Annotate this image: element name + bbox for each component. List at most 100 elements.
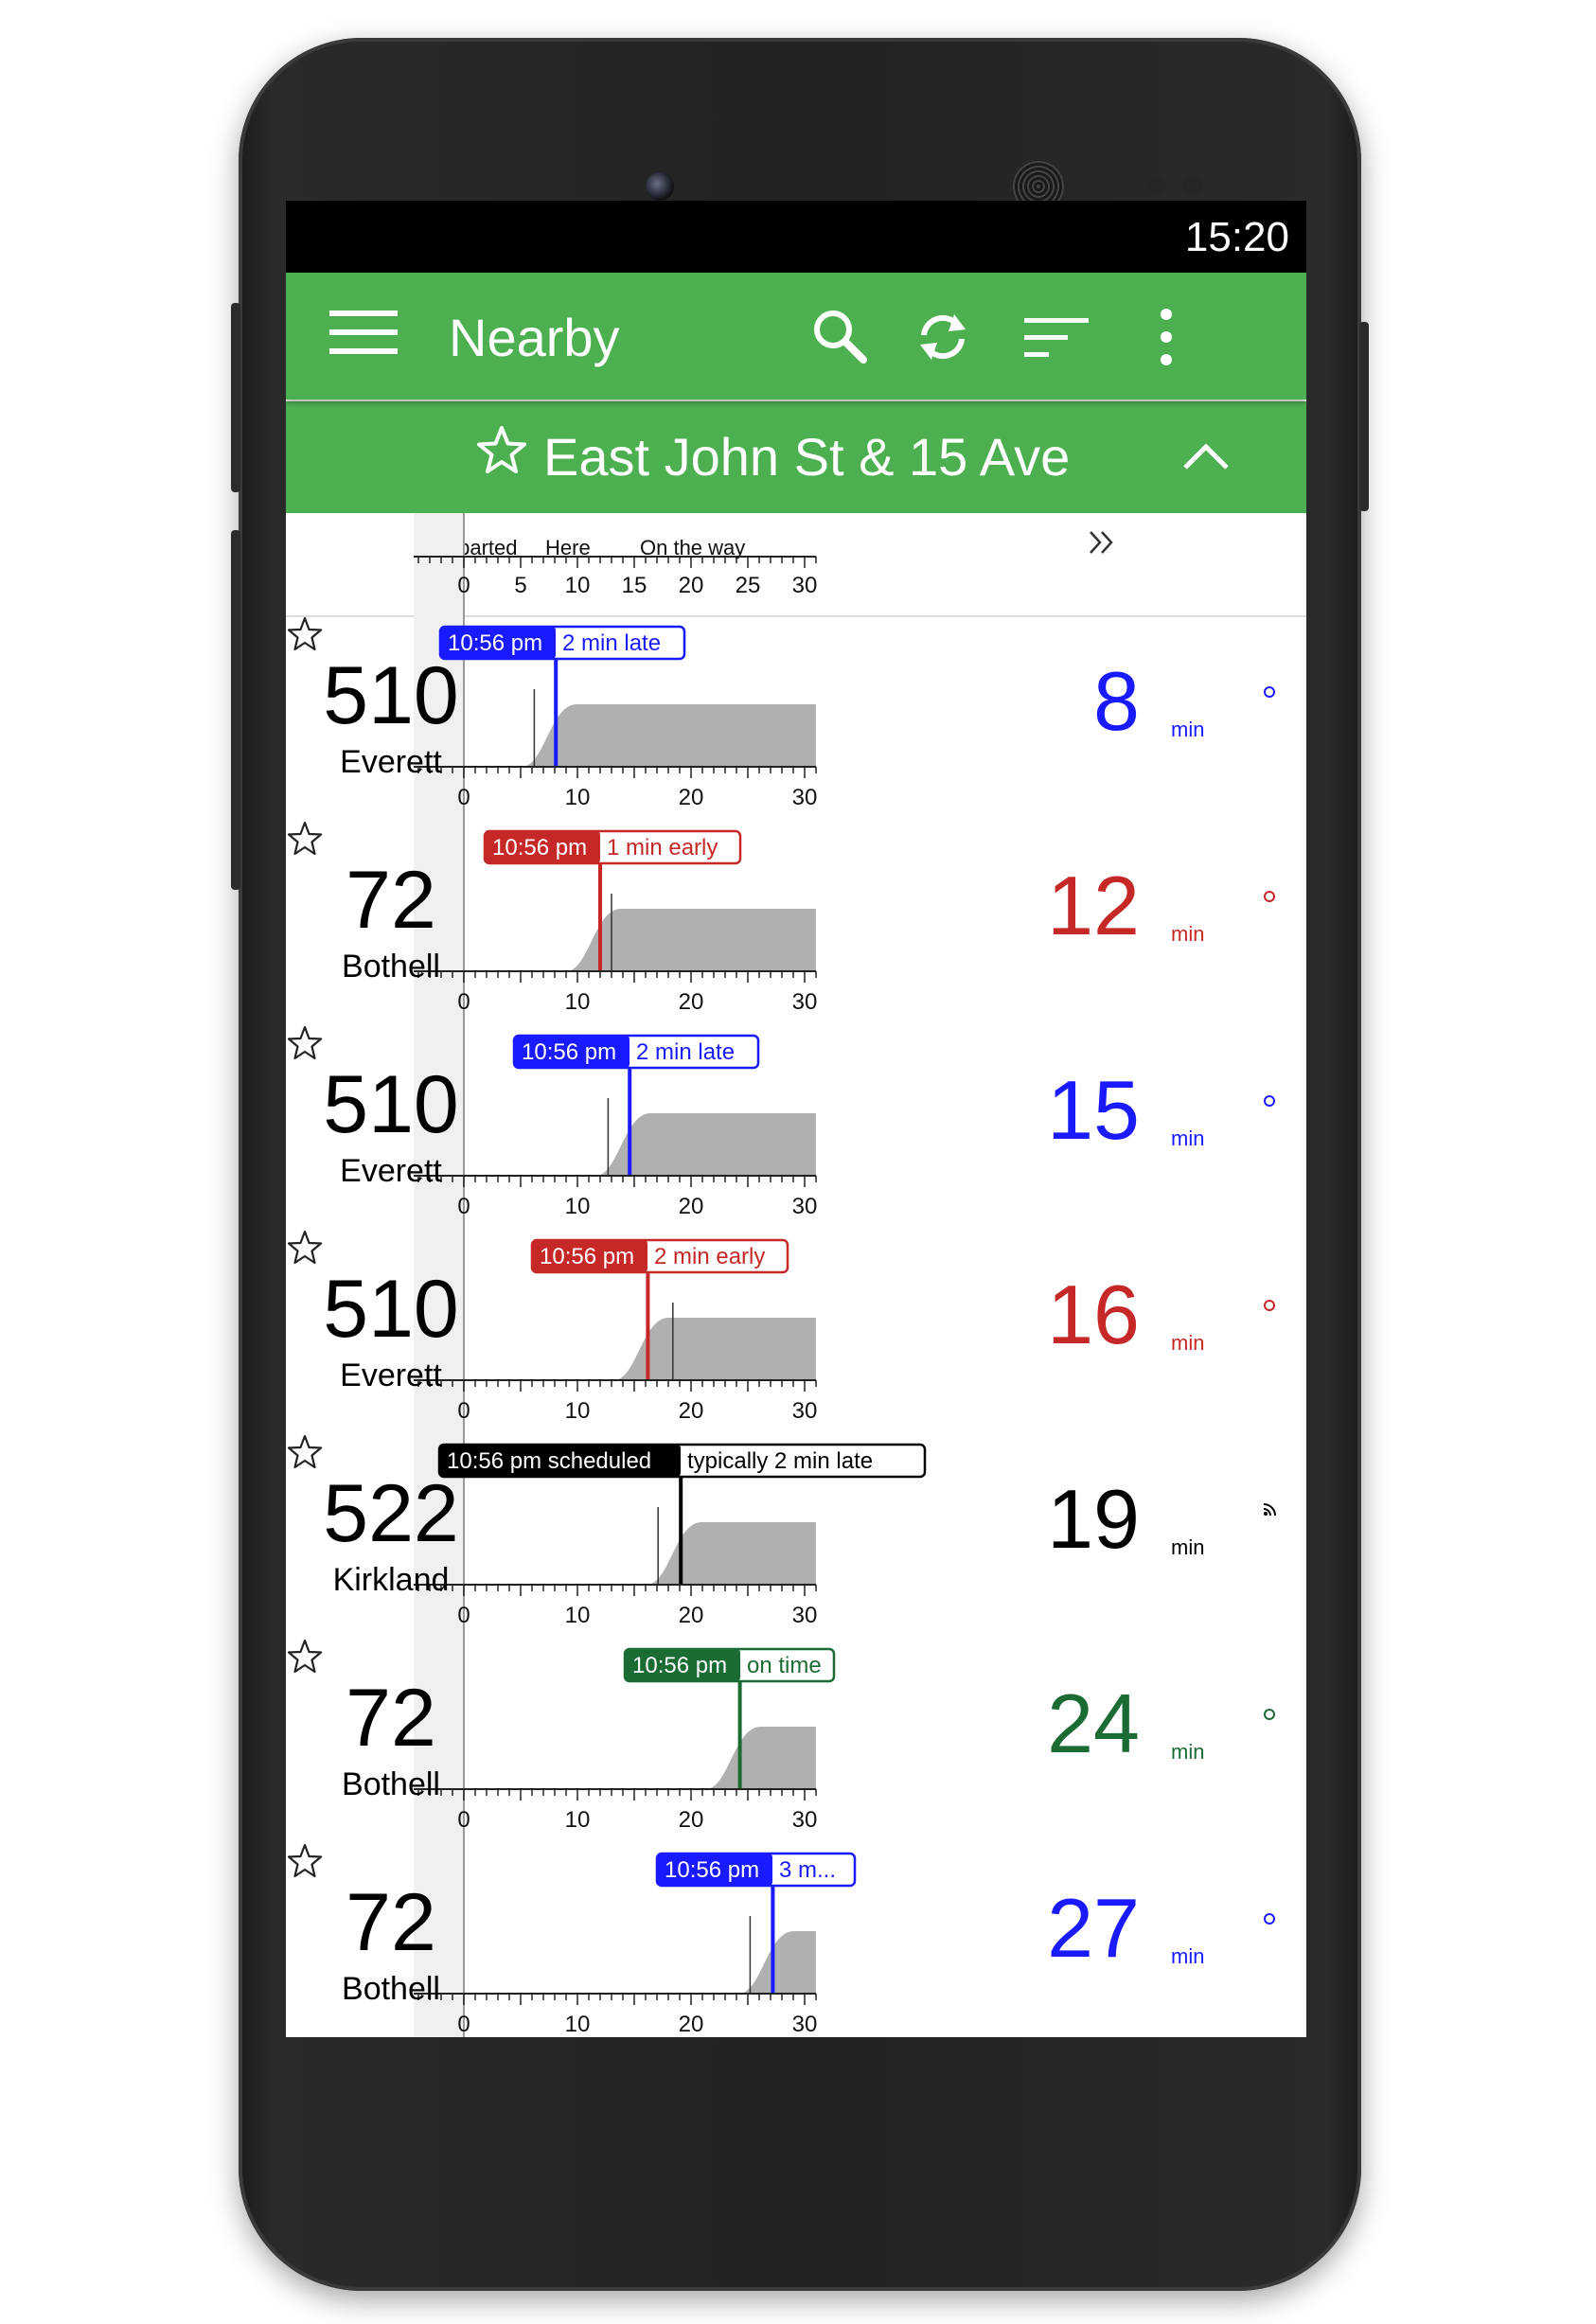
route-destination: Bothell xyxy=(342,1766,440,1802)
arrival-timeline: 0 10 20 30 10:56 pm 3 m... xyxy=(414,1842,857,2037)
side-button-right xyxy=(1359,322,1369,511)
arrival-row[interactable]: 0 10 20 30 10:56 pm 3 m... 72 Bothell 27 min xyxy=(286,1842,1306,2037)
route-destination: Everett xyxy=(340,1357,442,1393)
arrival-probability-band xyxy=(705,1727,816,1789)
volume-button xyxy=(231,530,240,890)
eta-unit: min xyxy=(1171,1944,1205,1968)
tag-status-text: 3 m... xyxy=(779,1857,836,1883)
tag-status-text: 1 min early xyxy=(607,835,718,860)
light-sensor xyxy=(1183,176,1202,195)
axis-tick-label: 0 xyxy=(457,1603,470,1628)
arrival-tag: 10:56 pm 2 min late xyxy=(512,1034,760,1070)
favorite-star-icon[interactable] xyxy=(286,1433,324,1471)
axis-tick-label: 10 xyxy=(565,2012,591,2037)
eta-display: 24 xyxy=(1024,1676,1140,1772)
eta-minutes: 8 xyxy=(1093,654,1140,748)
double-chevron-right-icon[interactable] xyxy=(1085,526,1119,559)
eta-display: 12 xyxy=(1024,858,1140,954)
favorite-star-icon[interactable] xyxy=(286,1024,324,1062)
departed-zone xyxy=(414,820,464,1024)
stop-name: East John St & 15 Ave xyxy=(543,427,1071,487)
eta-display: 16 xyxy=(1024,1267,1140,1363)
menu-icon[interactable] xyxy=(329,310,398,358)
eta-display: 27 xyxy=(1024,1880,1140,1977)
realtime-circle-icon xyxy=(1264,686,1275,698)
axis-tick-label: 10 xyxy=(565,1398,591,1424)
arrival-row[interactable]: 0 10 20 30 10:56 pm 2 min early 510 Everett 16 mi… xyxy=(286,1229,1306,1433)
proximity-sensor xyxy=(1147,176,1166,195)
departed-zone xyxy=(414,1842,464,2037)
axis-tick-label: 10 xyxy=(565,1603,591,1628)
favorite-star-icon[interactable] xyxy=(286,820,324,858)
eta-minutes: 19 xyxy=(1047,1472,1140,1566)
tag-time-text: 10:56 pm scheduled xyxy=(447,1448,651,1474)
arrival-tag: 10:56 pm 2 min early xyxy=(530,1238,789,1274)
eta-unit: min xyxy=(1171,718,1205,741)
axis-tick-label: 0 xyxy=(457,573,470,598)
axis-tick-label: 30 xyxy=(792,785,818,810)
arrival-row[interactable]: 0 10 20 30 10:56 pm 2 min late 510 Everett 15 min xyxy=(286,1024,1306,1229)
arrival-timeline: 0 10 20 30 10:56 pm 2 min late xyxy=(414,615,818,820)
stop-header[interactable]: East John St & 15 Ave xyxy=(286,401,1306,513)
arrival-row[interactable]: 0 10 20 30 10:56 pm 2 min late 510 Everett 8 min xyxy=(286,615,1306,820)
more-vert-icon[interactable] xyxy=(1130,301,1202,373)
page-title: Nearby xyxy=(449,308,620,367)
favorite-star-icon[interactable] xyxy=(286,615,324,653)
departed-zone xyxy=(414,1638,464,1842)
front-camera xyxy=(646,172,674,201)
arrival-row[interactable]: 0 10 20 30 10:56 pm on time 72 Bothell 24 min xyxy=(286,1638,1306,1842)
eta-unit: min xyxy=(1171,1331,1205,1355)
axis-tick-label: 30 xyxy=(792,573,818,598)
eta-minutes: 12 xyxy=(1047,859,1140,952)
eta-unit: min xyxy=(1171,922,1205,946)
realtime-circle-icon xyxy=(1264,1913,1275,1925)
axis-tick-label: 30 xyxy=(792,1603,818,1628)
axis-tick-label: 5 xyxy=(514,573,526,598)
favorite-star-icon[interactable] xyxy=(286,1229,324,1267)
axis-tick-label: 0 xyxy=(457,2012,470,2037)
axis-tick-label: 30 xyxy=(792,1807,818,1833)
axis-tick-label: 25 xyxy=(736,573,761,598)
axis-tick-label: 0 xyxy=(457,989,470,1015)
eta-display: 15 xyxy=(1024,1062,1140,1159)
axis-tick-label: 10 xyxy=(565,1194,591,1219)
arrival-probability-band xyxy=(595,1113,816,1176)
eta-minutes: 24 xyxy=(1047,1676,1140,1770)
departed-zone xyxy=(414,1024,464,1229)
header-time-axis: 0 5 10 15 20 25 30 xyxy=(414,513,818,615)
eta-unit: min xyxy=(1171,1740,1205,1764)
eta-unit: min xyxy=(1171,1127,1205,1150)
axis-tick-label: 20 xyxy=(679,1807,704,1833)
realtime-circle-icon xyxy=(1264,1300,1275,1311)
tag-status-text: typically 2 min late xyxy=(687,1448,873,1474)
tag-status-text: 2 min late xyxy=(636,1039,735,1065)
route-number: 522 xyxy=(323,1468,459,1559)
arrival-row[interactable]: 0 10 20 30 10:56 pm 1 min early 72 Bothell 12 min xyxy=(286,820,1306,1024)
axis-tick-label: 20 xyxy=(679,2012,704,2037)
departed-zone xyxy=(414,513,464,615)
arrival-tag: 10:56 pm 3 m... xyxy=(655,1852,857,1888)
axis-tick-label: 10 xyxy=(565,1807,591,1833)
arrival-timeline: 0 10 20 30 10:56 pm 1 min early xyxy=(414,820,817,1024)
route-number: 72 xyxy=(346,1673,436,1764)
route-number: 510 xyxy=(323,650,459,741)
eta-display: 8 xyxy=(1024,653,1140,750)
arrival-probability-band xyxy=(647,1522,816,1585)
search-icon[interactable] xyxy=(805,301,877,373)
status-bar: 15:20 xyxy=(286,201,1306,273)
axis-tick-label: 20 xyxy=(679,1398,704,1424)
screen: 15:20 Nearby East John St & 15 A xyxy=(286,201,1306,2037)
favorite-star-icon[interactable] xyxy=(286,1842,324,1880)
arrival-timeline: 0 10 20 30 10:56 pm 2 min early xyxy=(414,1229,817,1433)
realtime-circle-icon xyxy=(1264,1709,1275,1720)
schedule-signal-icon xyxy=(1263,1503,1276,1517)
refresh-icon[interactable] xyxy=(907,301,979,373)
star-outline-icon[interactable] xyxy=(475,424,528,477)
eta-minutes: 27 xyxy=(1047,1881,1140,1975)
arrival-row[interactable]: 0 10 20 30 10:56 pm scheduled typically 2 min… xyxy=(286,1433,1306,1638)
favorite-star-icon[interactable] xyxy=(286,1638,324,1676)
sort-icon[interactable] xyxy=(1020,301,1092,373)
axis-tick-label: 10 xyxy=(565,573,591,598)
chevron-up-icon[interactable] xyxy=(1176,426,1236,487)
axis-tick-label: 10 xyxy=(565,785,591,810)
